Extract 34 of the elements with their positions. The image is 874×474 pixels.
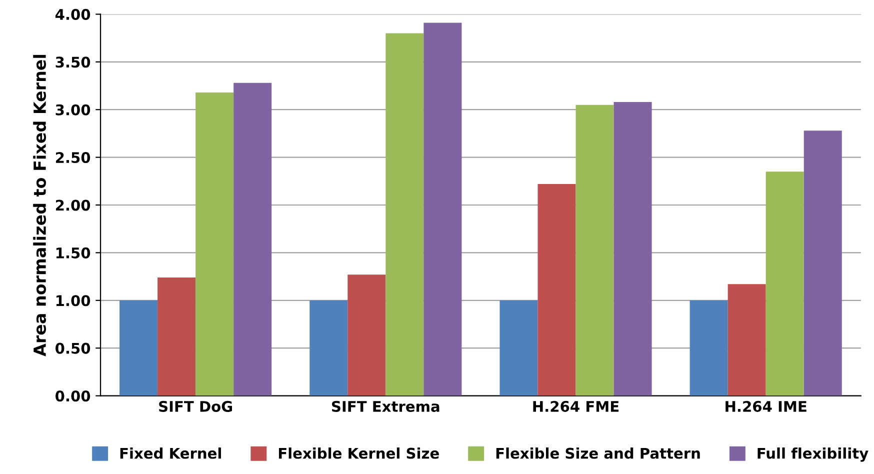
- y-tick-label: 3.50: [56, 56, 90, 68]
- bar: [196, 92, 234, 396]
- y-tick-label: 2.50: [56, 152, 90, 164]
- bar: [728, 284, 766, 396]
- bar: [386, 33, 424, 396]
- bar: [348, 274, 386, 396]
- bar: [538, 184, 576, 396]
- y-tick-label: 1.00: [56, 295, 90, 306]
- legend-label: Flexible Kernel Size: [278, 448, 439, 459]
- y-tick-label: 3.00: [56, 104, 90, 116]
- x-tick-label: SIFT Extrema: [332, 400, 440, 412]
- bar: [234, 82, 272, 396]
- y-tick-label: 4.00: [55, 8, 90, 20]
- x-tick-label: SIFT DoG: [159, 400, 232, 412]
- bar: [424, 22, 462, 396]
- x-tick-label: H.264 FME: [533, 400, 619, 412]
- bar: [500, 300, 538, 396]
- x-tick-label: H.264 IME: [726, 400, 806, 412]
- bar: [120, 300, 158, 396]
- bar: [804, 130, 842, 396]
- bar: [614, 102, 652, 396]
- legend-label: Full flexibility: [758, 448, 868, 462]
- legend-label: Fixed Kernel: [120, 448, 221, 459]
- y-tick-label: 1.50: [56, 247, 90, 258]
- y-tick-label: 2.00: [56, 200, 90, 211]
- y-tick-label: 0.50: [56, 342, 90, 354]
- bar: [310, 300, 348, 396]
- bar: [576, 104, 614, 396]
- y-tick-label: 0.00: [56, 390, 90, 402]
- legend-label: Flexible Size and Pattern: [496, 448, 700, 459]
- bar: [158, 278, 196, 396]
- bar: [766, 172, 804, 396]
- bar: [690, 300, 728, 396]
- y-axis-title: Area normalized to Fixed Kernel: [33, 54, 46, 356]
